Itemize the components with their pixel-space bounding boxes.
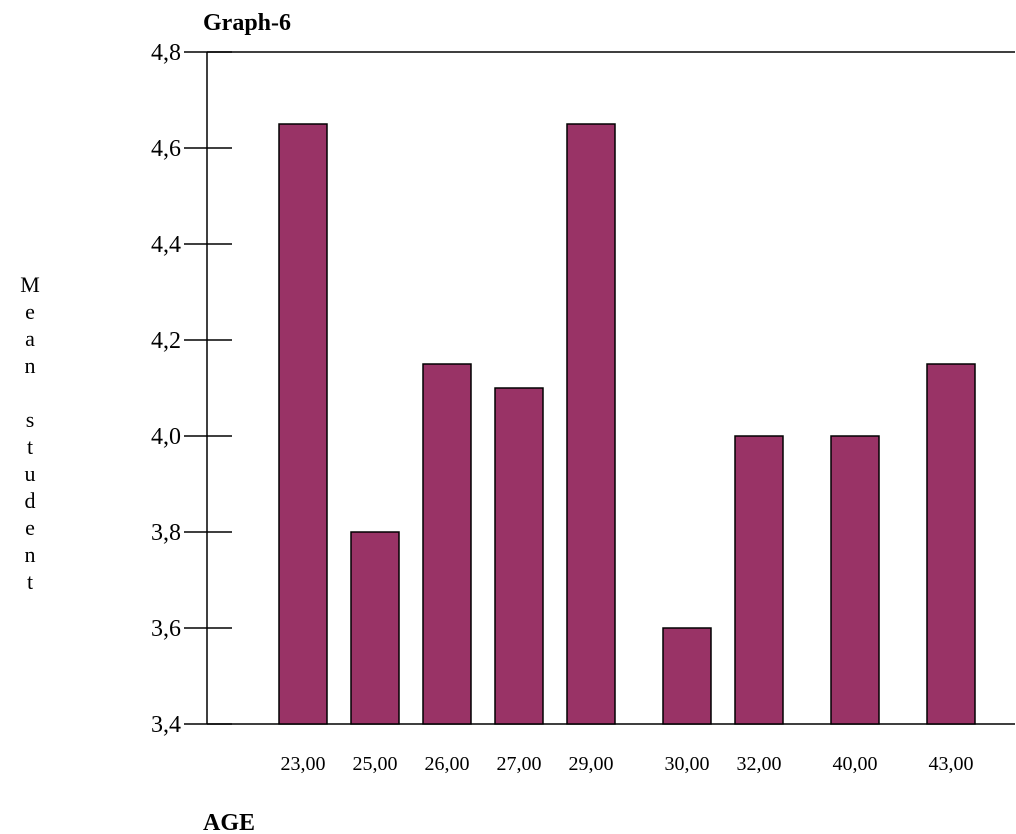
y-label-char: t <box>27 569 33 594</box>
bar <box>830 435 880 725</box>
y-label-char: e <box>25 299 35 324</box>
x-tick-label: 32,00 <box>737 753 782 775</box>
bar <box>734 435 784 725</box>
y-label-char: n <box>25 353 36 378</box>
y-label-char: a <box>25 326 35 351</box>
bar <box>350 531 400 725</box>
y-label-char: n <box>25 542 36 567</box>
bar <box>662 627 712 725</box>
y-tick-label: 3,8 <box>151 520 181 546</box>
y-label-char: M <box>20 272 40 297</box>
y-label-char: u <box>25 461 36 486</box>
y-tick-label: 4,6 <box>151 136 181 162</box>
x-tick-label: 30,00 <box>665 753 710 775</box>
bar <box>494 387 544 725</box>
bars <box>278 123 976 725</box>
x-axis-label: AGE <box>203 810 255 834</box>
y-tick-label: 3,4 <box>151 712 181 738</box>
chart-title: Graph-6 <box>203 10 291 36</box>
x-tick-label: 26,00 <box>425 753 470 775</box>
y-tick-label: 4,2 <box>151 328 181 354</box>
y-label-char: e <box>25 515 35 540</box>
y-label-char: t <box>27 434 33 459</box>
bar <box>278 123 328 725</box>
x-tick-label: 27,00 <box>497 753 542 775</box>
y-tick-label: 4,4 <box>151 232 181 258</box>
y-label-char: s <box>26 407 35 432</box>
x-tick-label: 40,00 <box>833 753 878 775</box>
bar <box>566 123 616 725</box>
x-tick-label: 25,00 <box>353 753 398 775</box>
y-tick-label: 3,6 <box>151 616 181 642</box>
y-label-char: d <box>25 488 36 513</box>
x-tick-label: 43,00 <box>929 753 974 775</box>
bar <box>926 363 976 725</box>
y-tick-label: 4,8 <box>151 40 181 66</box>
x-ticks: 23,00 25,00 26,00 27,00 29,00 30,00 32,00 40,00… <box>281 753 974 775</box>
bar <box>422 363 472 725</box>
x-tick-label: 23,00 <box>281 753 326 775</box>
x-tick-label: 29,00 <box>569 753 614 775</box>
y-tick-label: 4,0 <box>151 424 181 450</box>
y-ticks: 3,4 3,6 3,8 4,0 4,2 4,4 4,6 4,8 <box>151 40 232 738</box>
